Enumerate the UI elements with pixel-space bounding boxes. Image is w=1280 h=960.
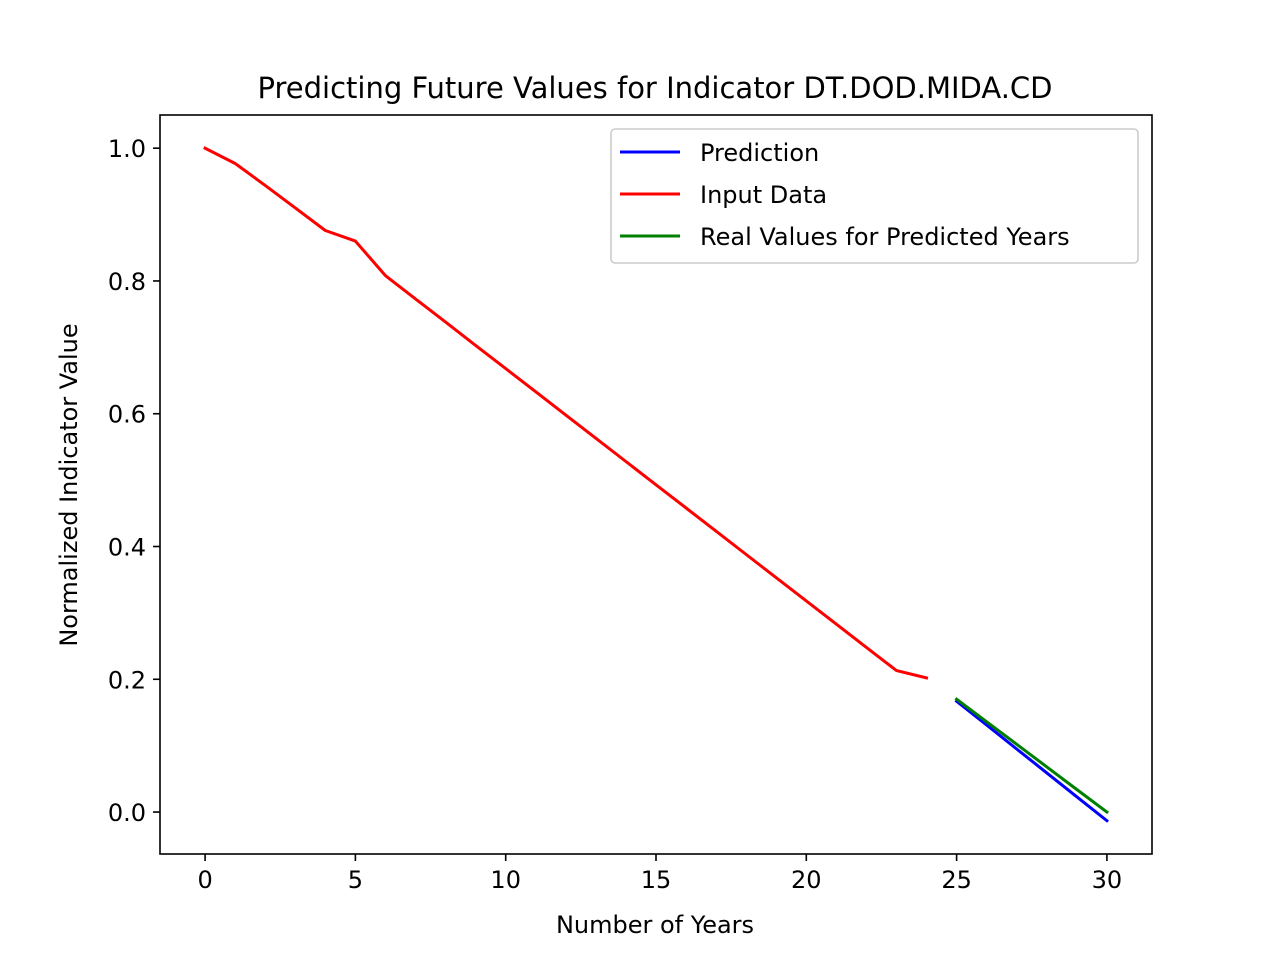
chart-title: Predicting Future Values for Indicator D… bbox=[258, 71, 1053, 105]
legend-label-0: Prediction bbox=[700, 139, 819, 167]
y-tick-label: 0.8 bbox=[108, 268, 146, 296]
x-tick-label: 20 bbox=[791, 866, 822, 894]
y-tick-label: 0.6 bbox=[108, 401, 146, 429]
y-axis: 0.0 0.2 0.4 0.6 0.8 1.0 bbox=[108, 135, 160, 827]
y-tick-label: 0.2 bbox=[108, 666, 146, 694]
x-tick-label: 30 bbox=[1092, 866, 1123, 894]
y-axis-title: Normalized Indicator Value bbox=[55, 323, 83, 646]
legend-label-1: Input Data bbox=[700, 181, 827, 209]
x-tick-label: 5 bbox=[348, 866, 363, 894]
x-tick-label: 25 bbox=[941, 866, 972, 894]
y-tick-label: 1.0 bbox=[108, 135, 146, 163]
x-axis: 0 5 10 15 20 25 30 bbox=[197, 854, 1122, 894]
x-tick-label: 0 bbox=[197, 866, 212, 894]
series-line-1 bbox=[203, 146, 929, 680]
y-tick-label: 0.4 bbox=[108, 534, 146, 562]
x-tick-label: 10 bbox=[490, 866, 521, 894]
x-axis-title: Number of Years bbox=[556, 911, 754, 939]
series-line-2 bbox=[954, 697, 1109, 815]
series-line-0 bbox=[954, 699, 1110, 823]
plot-lines bbox=[203, 146, 1110, 823]
y-tick-label: 0.0 bbox=[108, 799, 146, 827]
legend-box bbox=[610, 128, 1139, 264]
legend: Prediction Input Data Real Values for Pred… bbox=[610, 128, 1139, 264]
legend-label-2: Real Values for Predicted Years bbox=[700, 223, 1070, 251]
x-tick-label: 15 bbox=[641, 866, 672, 894]
